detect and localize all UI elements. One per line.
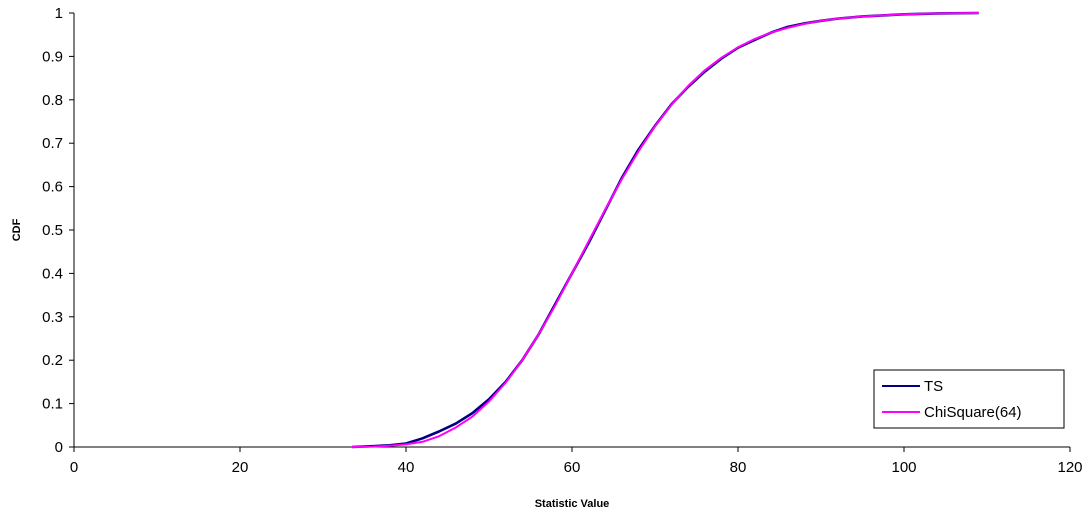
y-tick-label: 0.1 [42,396,63,413]
x-tick-label: 80 [730,459,747,476]
legend-box [873,369,1065,429]
x-tick-label: 120 [1057,459,1082,476]
y-ticks: 0 0.1 0.2 0.3 0.4 0.5 0.6 0.7 0.8 0.9 1 [42,5,74,456]
series-layer [351,11,979,449]
x-ticks: 0 20 40 60 80 100 120 [70,447,1083,476]
y-tick-label: 0.8 [42,92,63,109]
x-tick-label: 20 [232,459,249,476]
y-tick-label: 0.7 [42,135,63,152]
x-tick-label: 100 [891,459,916,476]
series-line-chisquare [352,12,979,448]
y-tick-label: 0 [55,439,63,456]
y-tick-label: 0.5 [42,222,63,239]
y-tick-label: 0.4 [42,265,63,282]
y-tick-label: 1 [55,5,63,22]
legend: TS ChiSquare(64) [873,369,1065,429]
legend-label-ts: TS [924,378,943,395]
y-tick-label: 0.2 [42,352,63,369]
legend-label-chisquare: ChiSquare(64) [924,404,1022,421]
x-tick-label: 40 [398,459,415,476]
y-tick-label: 0.6 [42,179,63,196]
x-tick-label: 0 [70,459,78,476]
y-tick-label: 0.3 [42,309,63,326]
y-axis-title: CDF [11,218,23,241]
x-tick-label: 60 [564,459,581,476]
x-axis-title: Statistic Value [535,498,610,510]
y-tick-label: 0.9 [42,48,63,65]
